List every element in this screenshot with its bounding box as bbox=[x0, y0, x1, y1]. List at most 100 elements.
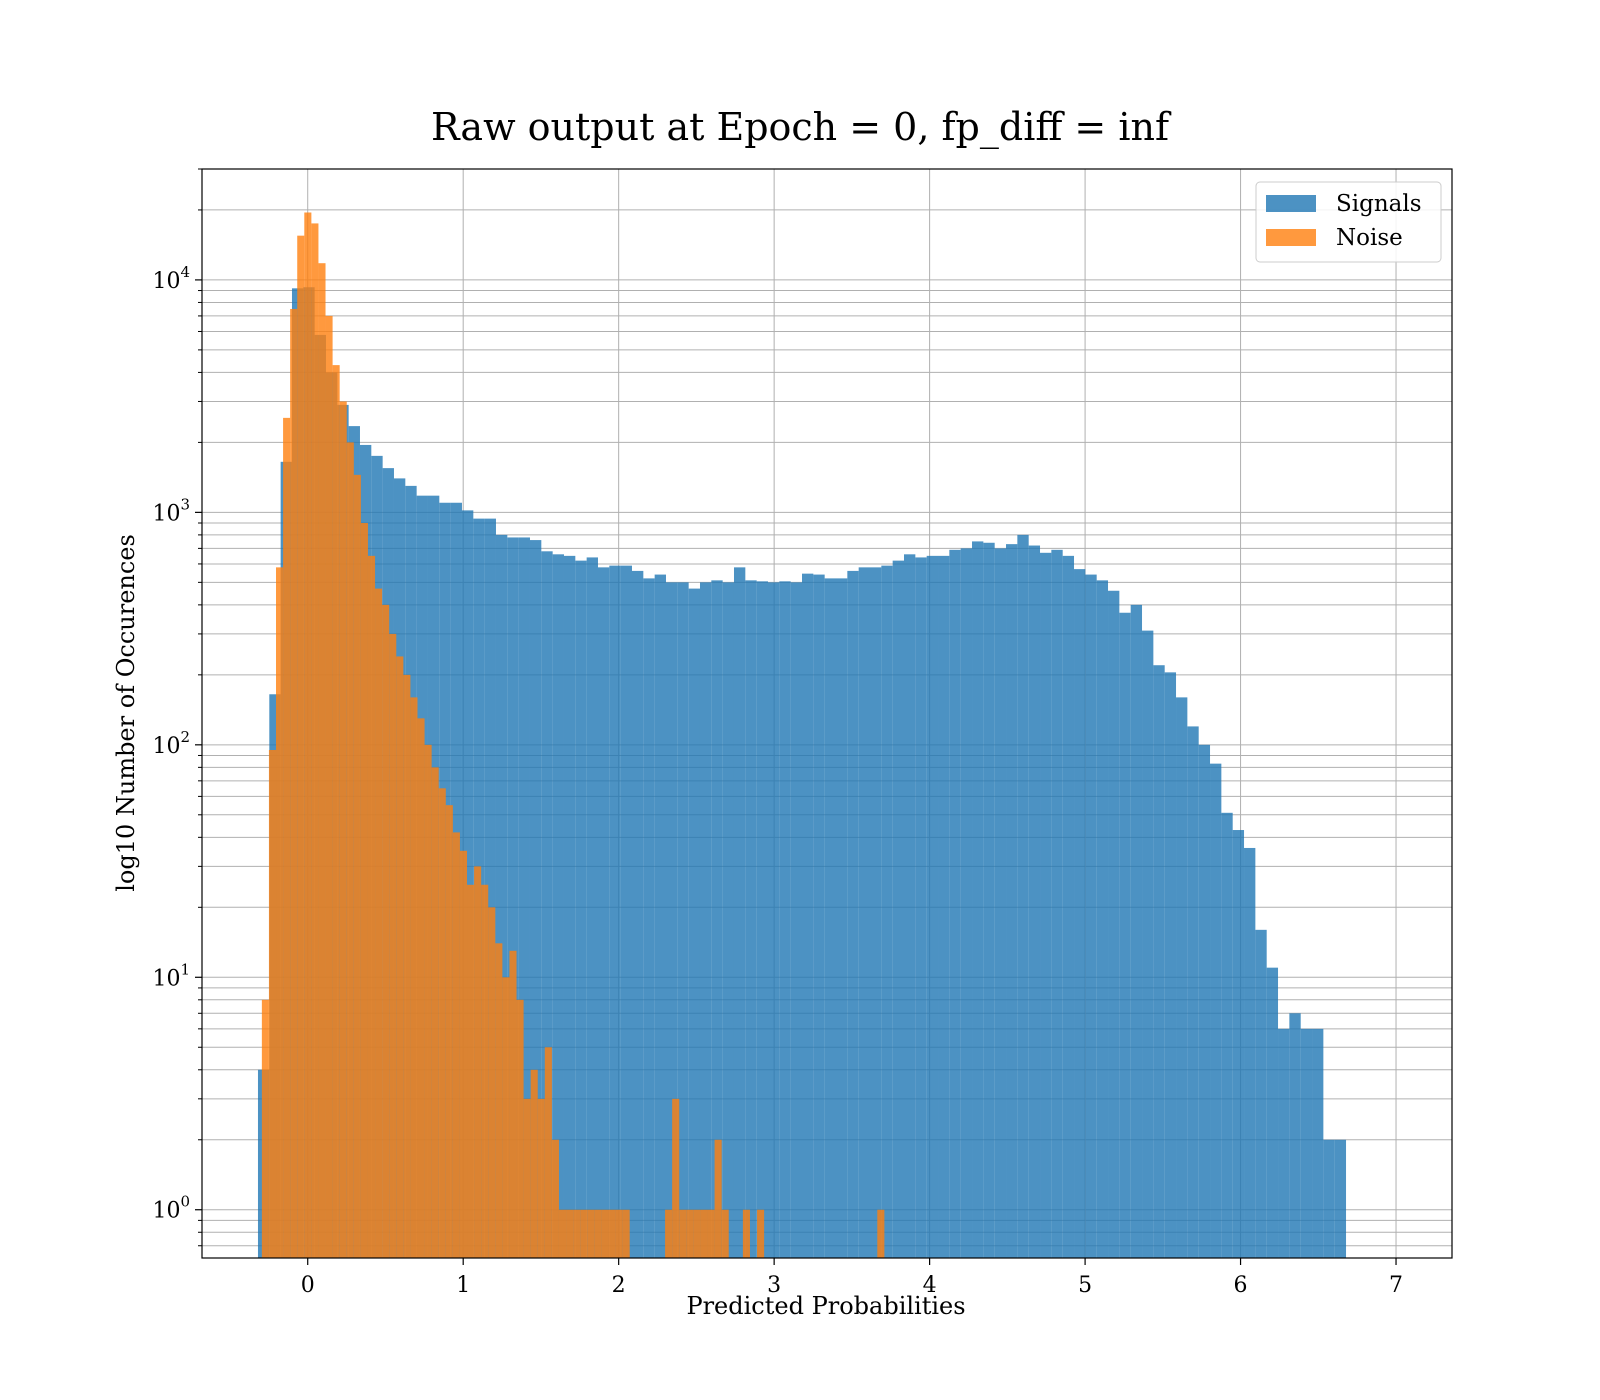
signals-bar bbox=[711, 580, 723, 1258]
signals-bar bbox=[1323, 1139, 1335, 1258]
y-tick-label: 100 bbox=[152, 1193, 190, 1224]
signals-bar bbox=[1142, 630, 1154, 1258]
legend-swatch-noise bbox=[1266, 229, 1316, 246]
legend-label-signals: Signals bbox=[1336, 191, 1422, 217]
noise-bar bbox=[268, 750, 277, 1258]
signals-bar bbox=[495, 534, 508, 1258]
noise-bar bbox=[594, 1209, 602, 1258]
noise-bar bbox=[290, 308, 298, 1258]
legend-swatch-signals bbox=[1266, 195, 1316, 212]
signals-bar bbox=[620, 565, 632, 1258]
signals-bar bbox=[1334, 1139, 1347, 1258]
signals-bar bbox=[677, 582, 689, 1258]
y-tick-label: 103 bbox=[152, 495, 190, 526]
signals-bar bbox=[563, 555, 576, 1258]
signals-bar bbox=[870, 567, 882, 1258]
signals-bar bbox=[484, 518, 496, 1258]
signals-bar bbox=[983, 542, 995, 1258]
x-tick-label: 4 bbox=[923, 1273, 937, 1298]
signals-bar bbox=[1164, 672, 1177, 1258]
signals-bar bbox=[597, 567, 610, 1258]
signals-bar bbox=[1176, 697, 1188, 1258]
x-axis-label: Predicted Probabilities bbox=[686, 1292, 965, 1320]
noise-bar bbox=[622, 1209, 630, 1258]
signals-bar bbox=[813, 574, 825, 1258]
noise-bar bbox=[700, 1209, 708, 1258]
signals-bar bbox=[1062, 555, 1075, 1258]
signals-bar bbox=[960, 548, 973, 1258]
noise-bar bbox=[573, 1209, 581, 1258]
noise-bar bbox=[686, 1209, 694, 1258]
noise-bar bbox=[523, 1098, 531, 1258]
signals-bar bbox=[972, 541, 984, 1258]
noise-bar bbox=[580, 1209, 588, 1258]
signals-bar bbox=[892, 560, 905, 1258]
signals-bar bbox=[529, 540, 542, 1258]
y-tick-label: 104 bbox=[152, 263, 190, 294]
noise-bar bbox=[375, 588, 383, 1258]
signals-bar bbox=[507, 537, 519, 1258]
signals-bar bbox=[802, 573, 814, 1258]
noise-bar bbox=[537, 1098, 545, 1258]
noise-bar bbox=[360, 523, 368, 1258]
noise-bar bbox=[353, 474, 361, 1258]
noise-bar bbox=[742, 1209, 750, 1258]
noise-bar bbox=[424, 744, 432, 1258]
x-tick-label: 0 bbox=[301, 1273, 315, 1298]
signals-bar bbox=[541, 551, 553, 1258]
noise-bar bbox=[551, 1139, 559, 1258]
signals-bar bbox=[688, 588, 700, 1258]
noise-bar bbox=[615, 1209, 623, 1258]
noise-bar bbox=[601, 1209, 609, 1258]
legend-label-noise: Noise bbox=[1336, 225, 1403, 251]
noise-bar bbox=[481, 884, 489, 1258]
noise-bar bbox=[672, 1098, 680, 1258]
signals-bar bbox=[904, 554, 916, 1258]
signals-bar bbox=[1187, 726, 1199, 1258]
signals-bar bbox=[1096, 580, 1109, 1258]
signals-bar bbox=[836, 578, 848, 1258]
signals-bar bbox=[926, 555, 939, 1258]
noise-bar bbox=[587, 1209, 595, 1258]
signals-bar bbox=[824, 578, 837, 1258]
signals-bar bbox=[938, 555, 950, 1258]
y-tick-label: 102 bbox=[152, 728, 190, 759]
y-tick-label: 101 bbox=[152, 960, 190, 991]
noise-bar bbox=[495, 943, 503, 1258]
noise-bar bbox=[431, 767, 439, 1258]
signals-bar bbox=[1210, 763, 1222, 1258]
signals-bar bbox=[1221, 812, 1233, 1258]
signals-bar bbox=[949, 549, 961, 1258]
noise-bar bbox=[396, 656, 404, 1258]
noise-bar bbox=[389, 633, 397, 1258]
noise-bar bbox=[693, 1209, 701, 1258]
signals-bar bbox=[1278, 1028, 1290, 1258]
signals-bar bbox=[609, 565, 621, 1258]
signals-bar bbox=[847, 570, 859, 1258]
y-axis-ticks: 100 101 102 103 104 bbox=[152, 168, 202, 1247]
noise-bar bbox=[382, 604, 390, 1258]
signals-bar bbox=[722, 582, 734, 1258]
signals-bar bbox=[767, 582, 780, 1258]
plot-frame bbox=[201, 168, 1453, 1259]
noise-bar bbox=[325, 315, 333, 1258]
signals-bar bbox=[858, 567, 871, 1258]
signals-bar bbox=[779, 581, 791, 1258]
legend: Signals Noise bbox=[1255, 181, 1442, 263]
signals-bar bbox=[1255, 929, 1267, 1258]
chart-title: Raw output at Epoch = 0, fp_diff = inf bbox=[431, 105, 1172, 150]
x-tick-label: 1 bbox=[456, 1273, 470, 1298]
x-tick-label: 3 bbox=[767, 1273, 781, 1298]
signals-bar bbox=[790, 582, 802, 1258]
noise-bar bbox=[297, 235, 305, 1258]
signals-bar bbox=[915, 557, 927, 1258]
noise-bar bbox=[318, 263, 326, 1258]
noise-bar bbox=[530, 1069, 538, 1258]
signals-bar bbox=[654, 574, 666, 1258]
signals-bar bbox=[745, 580, 757, 1258]
signals-bar bbox=[699, 582, 712, 1258]
noise-bar bbox=[707, 1209, 715, 1258]
signals-bar bbox=[643, 578, 655, 1258]
signals-bar bbox=[665, 582, 678, 1258]
signals-bar bbox=[1085, 574, 1097, 1258]
